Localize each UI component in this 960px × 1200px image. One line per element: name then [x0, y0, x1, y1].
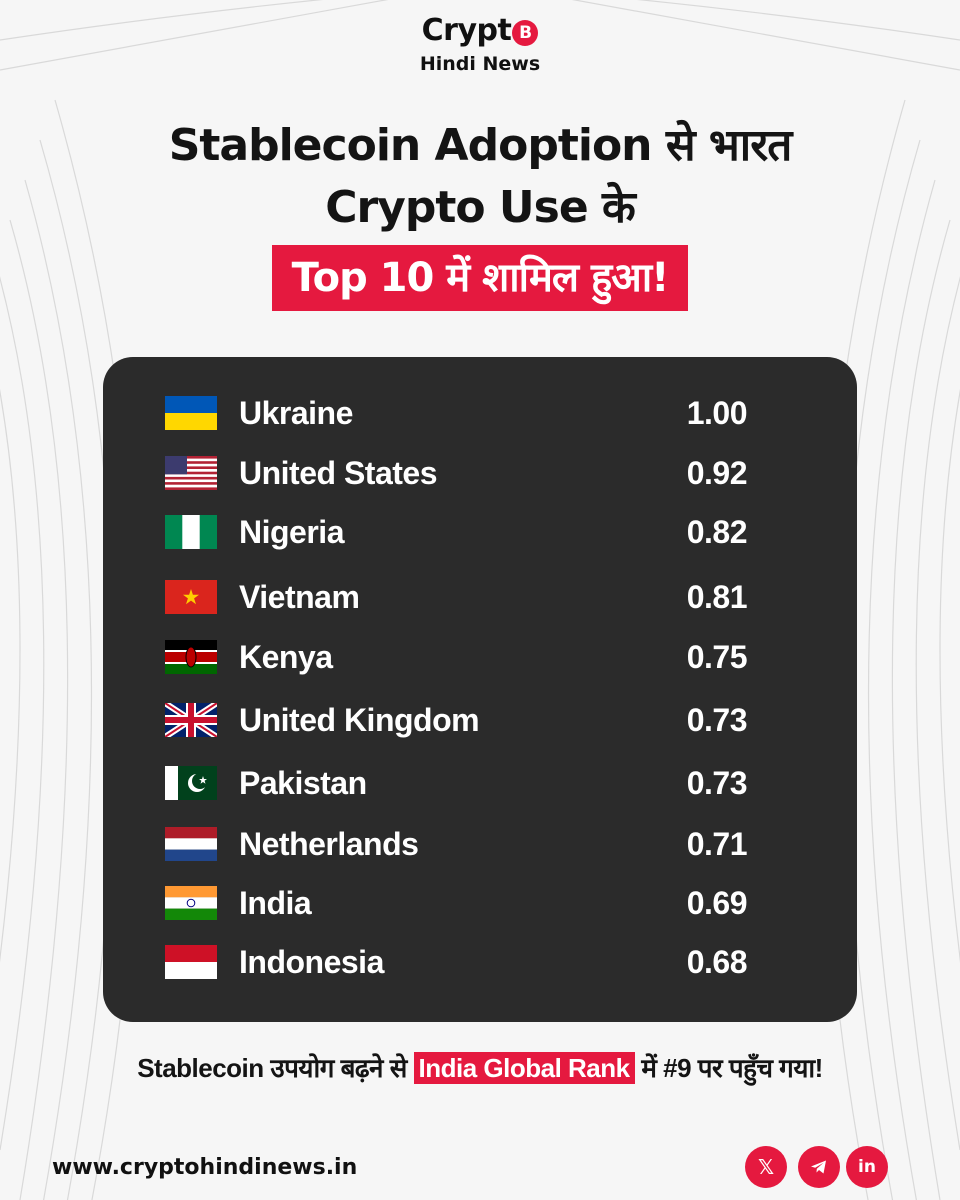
- adoption-score: 0.73: [686, 702, 748, 738]
- adoption-score: 0.92: [686, 455, 748, 491]
- india-flag-icon: [165, 886, 217, 920]
- telegram-icon: [811, 1160, 826, 1174]
- country-name: Kenya: [239, 639, 333, 675]
- ranking-row: Pakistan 0.73: [103, 763, 857, 803]
- linkedin-icon: in: [858, 1157, 876, 1177]
- nigeria-flag-icon: [165, 515, 217, 549]
- ranking-row: Indonesia 0.68: [103, 942, 857, 982]
- ranking-row: Kenya 0.75: [103, 637, 857, 677]
- logo-subtitle: Hindi News: [419, 53, 541, 75]
- ranking-row: Vietnam 0.81: [103, 577, 857, 617]
- country-name: Vietnam: [239, 579, 360, 615]
- adoption-score: 1.00: [686, 395, 748, 431]
- vietnam-flag-icon: [165, 580, 217, 614]
- headline-line-2: Crypto Use के: [325, 182, 636, 233]
- ranking-card: Ukraine 1.00 United States 0.92 Nigeria …: [103, 357, 857, 1022]
- website-link[interactable]: www.cryptohindinews.in: [52, 1155, 358, 1180]
- ranking-row: India 0.69: [103, 883, 857, 923]
- ranking-row: Nigeria 0.82: [103, 512, 857, 552]
- bitcoin-coin-icon: B: [512, 20, 539, 46]
- logo-text: Crypt: [421, 13, 512, 48]
- telegram-social-button[interactable]: [798, 1146, 840, 1188]
- kenya-flag-icon: [165, 640, 217, 674]
- linkedin-social-button[interactable]: in: [846, 1146, 888, 1188]
- ranking-row: Ukraine 1.00: [103, 393, 857, 433]
- country-name: Nigeria: [239, 514, 344, 550]
- adoption-score: 0.82: [686, 514, 748, 550]
- adoption-score: 0.81: [686, 579, 748, 615]
- x-icon: 𝕏: [757, 1155, 775, 1179]
- country-name: Ukraine: [239, 395, 353, 431]
- ranking-row: United Kingdom 0.73: [103, 700, 857, 740]
- footer-text-before: Stablecoin उपयोग बढ़ने से: [137, 1053, 414, 1083]
- headline: Stablecoin Adoption से भारत Crypto Use क…: [0, 115, 960, 311]
- headline-line-1: Stablecoin Adoption से भारत: [168, 120, 793, 171]
- country-name: Indonesia: [239, 944, 384, 980]
- headline-highlight: Top 10 में शामिल हुआ!: [271, 245, 689, 311]
- ranking-row: United States 0.92: [103, 453, 857, 493]
- country-name: India: [239, 885, 312, 921]
- ranking-row: Netherlands 0.71: [103, 824, 857, 864]
- x-social-button[interactable]: 𝕏: [745, 1146, 787, 1188]
- country-name: United States: [239, 455, 437, 491]
- country-name: Pakistan: [239, 765, 367, 801]
- indonesia-flag-icon: [165, 945, 217, 979]
- pakistan-flag-icon: [165, 766, 217, 800]
- adoption-score: 0.71: [686, 826, 748, 862]
- country-name: Netherlands: [239, 826, 419, 862]
- ukraine-flag-icon: [165, 396, 217, 430]
- footer-highlight: India Global Rank: [413, 1052, 635, 1084]
- adoption-score: 0.73: [686, 765, 748, 801]
- united-states-flag-icon: [165, 456, 217, 490]
- country-name: United Kingdom: [239, 702, 480, 738]
- adoption-score: 0.68: [686, 944, 748, 980]
- netherlands-flag-icon: [165, 827, 217, 861]
- footer-caption: Stablecoin उपयोग बढ़ने से India Global R…: [0, 1048, 960, 1088]
- footer-text-after: में #9 पर पहुँच गया!: [634, 1053, 823, 1083]
- adoption-score: 0.69: [686, 885, 748, 921]
- united-kingdom-flag-icon: [165, 703, 217, 737]
- adoption-score: 0.75: [686, 639, 748, 675]
- brand-logo: Crypt B Hindi News: [0, 12, 960, 76]
